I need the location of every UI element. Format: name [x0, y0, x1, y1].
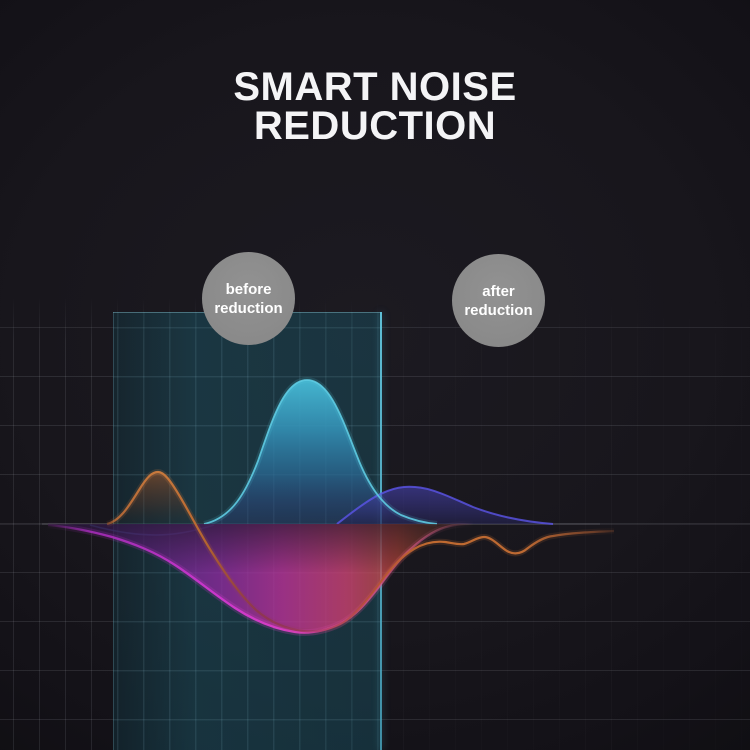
before-reduction-label: before reduction [202, 252, 295, 345]
after-label-line-2: reduction [464, 301, 533, 319]
before-label-line-1: before [225, 280, 272, 298]
title-line-1: SMART NOISE [233, 65, 517, 109]
indigo-hump-line [336, 485, 554, 525]
main-peak-fill [204, 380, 437, 524]
indigo-hump-fill [337, 486, 553, 524]
before-label-line-2: reduction [214, 299, 283, 317]
orange-line [106, 470, 615, 633]
after-reduction-label: after reduction [452, 254, 545, 347]
main-peak-line [203, 379, 438, 525]
after-label-line-1: after [482, 282, 515, 300]
title-line-2: REDUCTION [253, 104, 497, 148]
page-title: SMART NOISE REDUCTION [0, 65, 750, 148]
